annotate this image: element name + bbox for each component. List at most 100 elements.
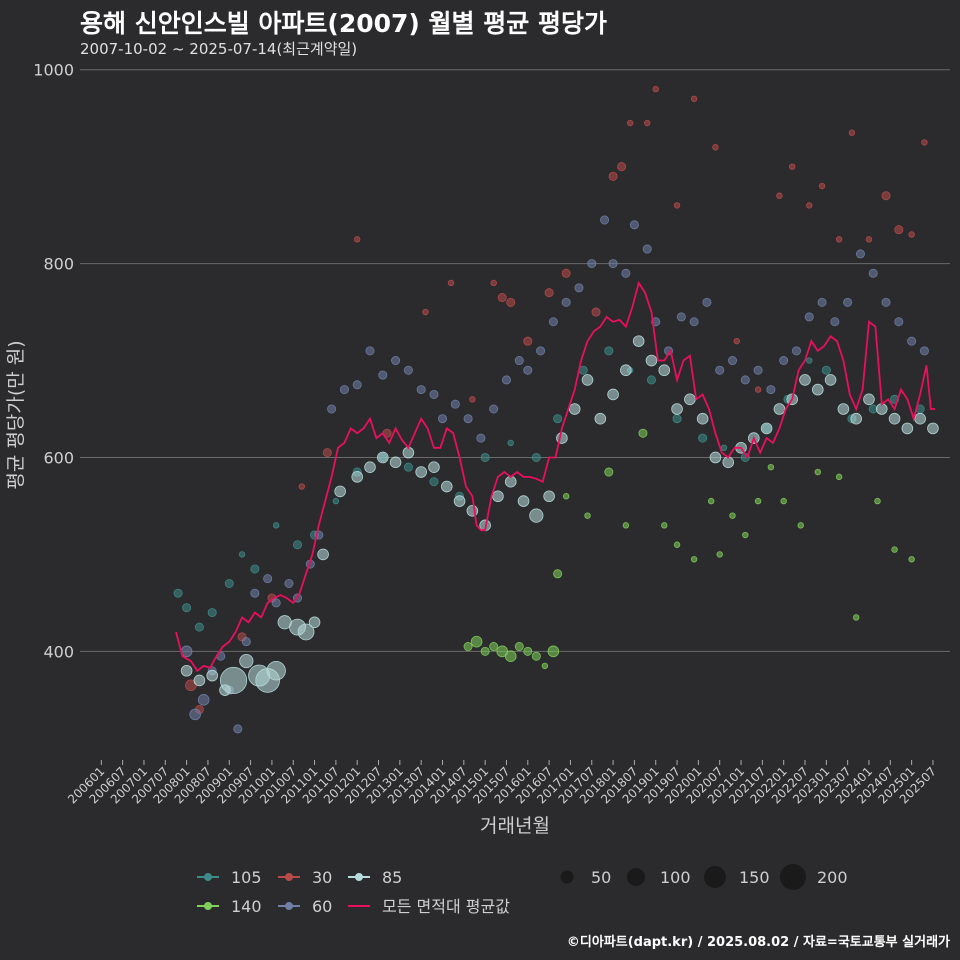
point-60-45 [689, 317, 699, 327]
point-30-18 [608, 171, 618, 181]
point-30-35 [881, 191, 891, 201]
point-30-14 [523, 336, 533, 346]
point-85-34 [594, 412, 607, 425]
point-30-32 [835, 236, 843, 243]
point-60-23 [429, 389, 439, 399]
scatter-points [173, 85, 939, 734]
point-85-24 [466, 504, 479, 517]
point-30-6 [354, 236, 361, 243]
legend-size-label-100: 100 [660, 868, 691, 887]
point-60-44 [676, 312, 686, 322]
point-60-61 [894, 317, 904, 327]
point-140-28 [814, 468, 821, 476]
point-140-32 [891, 546, 898, 553]
legend-label-s140: 140 [231, 897, 262, 916]
point-85-15 [351, 471, 364, 483]
legend-dot-s85 [355, 873, 363, 881]
point-140-21 [716, 551, 723, 558]
point-85-11 [297, 623, 315, 641]
point-30-31 [818, 182, 826, 190]
point-60-55 [817, 297, 827, 307]
legend: 105 30 85 140 60 모든 면적대 평균값 50 100 150 200 [197, 864, 848, 916]
point-105-5 [238, 551, 246, 558]
point-140-17 [661, 522, 668, 529]
point-140-16 [638, 428, 648, 438]
point-105-13 [403, 462, 413, 472]
point-85-8 [266, 661, 286, 681]
point-60-30 [514, 356, 524, 366]
legend-label-avg: 모든 면적대 평균값 [382, 897, 510, 916]
point-140-18 [673, 541, 681, 548]
point-140-25 [767, 463, 775, 471]
point-85-21 [428, 461, 440, 473]
point-60-48 [728, 356, 738, 366]
point-60-59 [868, 268, 878, 278]
legend-label-s60: 60 [312, 897, 332, 916]
point-30-15 [544, 288, 554, 298]
point-105-23 [646, 375, 656, 385]
point-85-5 [239, 653, 254, 669]
point-30-37 [908, 231, 915, 238]
point-60-31 [523, 365, 533, 375]
point-60-26 [463, 414, 473, 424]
point-85-39 [658, 364, 671, 377]
point-85-28 [517, 495, 530, 507]
legend-label-s105: 105 [231, 868, 262, 887]
legend-size-circle-50 [560, 870, 574, 884]
point-60-56 [830, 317, 840, 327]
point-85-60 [927, 422, 939, 435]
point-60-32 [536, 346, 546, 356]
point-85-29 [529, 508, 544, 523]
point-105-10 [332, 497, 340, 505]
point-105-4 [224, 579, 234, 589]
point-85-52 [824, 374, 837, 386]
point-60-1 [189, 708, 201, 721]
point-30-10 [469, 396, 476, 403]
point-105-18 [531, 452, 541, 462]
point-140-22 [729, 512, 736, 519]
point-140-6 [514, 642, 524, 652]
point-85-38 [645, 354, 658, 367]
legend-size-label-150: 150 [739, 868, 770, 887]
point-60-11 [284, 579, 294, 589]
point-105-26 [720, 444, 728, 451]
point-105-21 [604, 346, 614, 356]
legend-dot-s30 [285, 873, 293, 881]
legend-size-circle-200 [780, 864, 806, 890]
point-30-20 [626, 119, 634, 127]
y-axis-ticks: 400 600 800 1000 [33, 61, 74, 662]
point-140-24 [754, 497, 762, 505]
x-axis-label: 거래년월 [480, 815, 550, 837]
point-30-13 [506, 297, 516, 307]
point-140-5 [504, 650, 517, 663]
point-60-33 [548, 317, 558, 327]
point-85-26 [492, 490, 504, 503]
y-tick-label-600: 600 [43, 448, 74, 467]
point-30-5 [322, 448, 332, 458]
legend-size-circle-150 [704, 866, 726, 888]
point-140-12 [562, 493, 570, 500]
point-60-54 [804, 312, 814, 322]
point-30-30 [806, 202, 813, 209]
point-30-12 [497, 293, 507, 303]
point-60-58 [855, 249, 865, 259]
point-105-0 [173, 588, 183, 598]
point-140-31 [874, 497, 881, 505]
point-60-35 [574, 283, 584, 293]
chart-title: 용해 신안인스빌 아파트(2007) 월별 평균 평당가 [80, 9, 607, 38]
point-30-26 [733, 337, 740, 345]
point-60-18 [365, 346, 375, 356]
point-30-38 [921, 139, 928, 146]
point-105-3 [207, 608, 217, 618]
point-140-19 [690, 556, 698, 563]
point-85-16 [364, 461, 376, 473]
point-105-7 [272, 522, 280, 529]
point-85-1 [193, 674, 206, 687]
point-60-41 [642, 244, 652, 254]
point-60-24 [437, 414, 447, 424]
y-axis-label: 평균 평당가(만 원) [5, 340, 27, 489]
point-85-42 [696, 412, 709, 425]
point-30-8 [422, 308, 429, 316]
average-line [175, 280, 936, 673]
point-60-47 [715, 365, 725, 375]
